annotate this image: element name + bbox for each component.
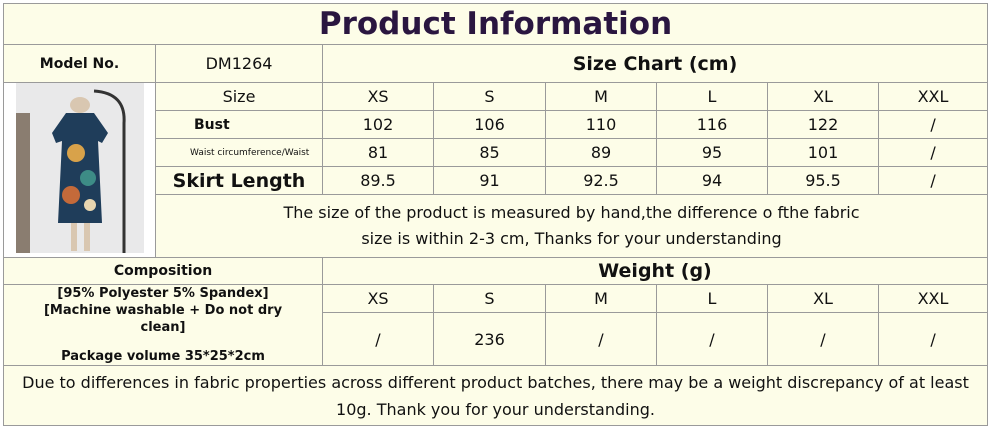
weight-size: S <box>433 283 546 314</box>
size-header: S <box>433 81 546 112</box>
weight-value: / <box>656 312 768 366</box>
product-image <box>3 82 156 258</box>
composition-cell: [95% Polyester 5% Spandex] [Machine wash… <box>3 284 323 366</box>
model-value: DM1264 <box>155 44 323 83</box>
material: [95% Polyester 5% Spandex] [Machine wash… <box>43 286 283 335</box>
size-value: / <box>877 138 989 168</box>
weight-title: Weight (g) <box>321 257 989 285</box>
size-value: / <box>877 166 989 195</box>
size-value: 110 <box>545 110 657 140</box>
footer-note: Due to differences in fabric properties … <box>2 365 989 426</box>
size-value: 89.5 <box>322 166 434 195</box>
size-value: 95.5 <box>767 166 879 195</box>
measure-label: Waist circumference/Waist <box>155 138 323 168</box>
size-header: XL <box>767 81 879 112</box>
weight-size: M <box>545 283 657 314</box>
model-label: Model No. <box>3 44 156 83</box>
size-value: 94 <box>656 166 768 195</box>
weight-value: / <box>545 312 657 366</box>
size-header: M <box>545 81 657 112</box>
weight-value: / <box>877 312 989 366</box>
size-chart-title: Size Chart (cm) <box>321 44 989 83</box>
size-value: 101 <box>767 138 879 168</box>
size-note: The size of the product is measured by h… <box>154 193 989 259</box>
size-value: 89 <box>545 138 657 168</box>
weight-size: XXL <box>877 283 989 314</box>
dress-photo <box>15 83 144 253</box>
size-value: 92.5 <box>545 166 657 195</box>
size-label: Size <box>155 81 323 112</box>
weight-value: / <box>322 312 434 366</box>
package: Package volume 35*25*2cm <box>61 349 265 364</box>
size-value: 106 <box>433 110 546 140</box>
composition-label: Composition <box>3 257 323 285</box>
size-value: 122 <box>767 110 879 140</box>
weight-value: 236 <box>433 312 546 366</box>
weight-size: XL <box>767 283 879 314</box>
measure-label: Bust <box>155 110 323 140</box>
product-table: Product Information Model No. DM1264 Siz… <box>2 3 989 426</box>
size-value: 85 <box>433 138 546 168</box>
size-value: 91 <box>433 166 546 195</box>
size-value: 102 <box>322 110 434 140</box>
weight-size: XS <box>322 283 434 314</box>
measure-label: Skirt Length <box>155 166 323 195</box>
weight-size: L <box>656 283 768 314</box>
size-value: 81 <box>322 138 434 168</box>
weight-value: / <box>767 312 879 366</box>
title: Product Information <box>2 3 989 45</box>
size-value: 116 <box>656 110 768 140</box>
size-header: XS <box>322 81 434 112</box>
size-header: XXL <box>877 81 989 112</box>
size-value: / <box>877 110 989 140</box>
size-header: L <box>656 81 768 112</box>
size-value: 95 <box>656 138 768 168</box>
